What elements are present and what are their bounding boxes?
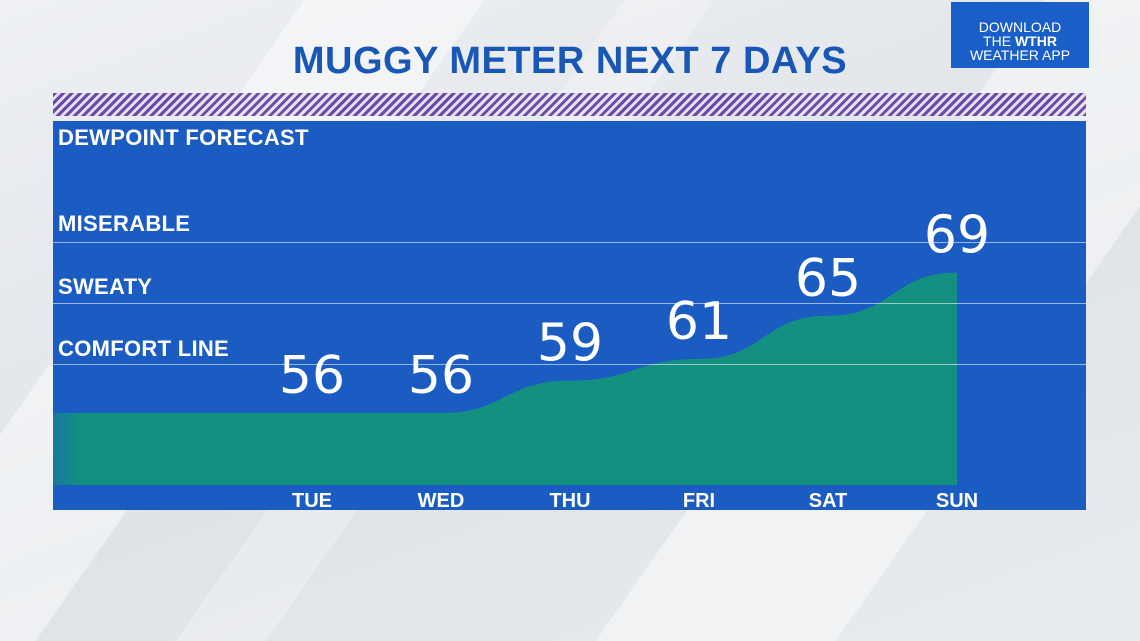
value-label-sat: 65: [795, 249, 861, 309]
value-label-thu: 59: [537, 314, 603, 374]
day-label-sun: SUN: [936, 490, 978, 510]
badge-line-1: DOWNLOAD: [978, 19, 1062, 35]
gridline-comfort-line: [53, 364, 1086, 365]
dewpoint-panel: 56 TUE 56 WED 59 THU 61 FRI 65 SAT 69 SUN DEWPOINT …: [53, 121, 1086, 510]
day-label-thu: THU: [549, 490, 590, 510]
decorative-stripe: [53, 93, 1086, 116]
level-sweaty: SWEATY: [58, 274, 153, 299]
badge-line-3: WEATHER APP: [969, 47, 1071, 63]
badge-line-2: THE WTHR: [983, 33, 1057, 49]
day-label-fri: FRI: [683, 490, 715, 510]
gridline-sweaty: [53, 303, 1086, 304]
value-label-tue: 56: [279, 346, 345, 406]
download-app-badge[interactable]: DOWNLOAD THE WTHR WEATHER APP: [951, 2, 1089, 68]
value-label-sun: 69: [924, 206, 990, 266]
panel-heading: DEWPOINT FORECAST: [58, 125, 309, 150]
value-label-wed: 56: [408, 346, 474, 406]
day-label-tue: TUE: [292, 490, 332, 510]
value-label-fri: 61: [666, 292, 732, 352]
chart-title: MUGGY METER NEXT 7 DAYS: [292, 40, 848, 82]
day-label-wed: WED: [418, 490, 465, 510]
dewpoint-chart: 56 TUE 56 WED 59 THU 61 FRI 65 SAT 69 SUN: [53, 206, 990, 510]
dewpoint-area-series: [53, 272, 957, 485]
day-label-sat: SAT: [809, 490, 848, 510]
gridline-miserable: [53, 242, 1086, 243]
level-comfort-line: COMFORT LINE: [58, 336, 230, 361]
level-miserable: MISERABLE: [58, 211, 191, 236]
